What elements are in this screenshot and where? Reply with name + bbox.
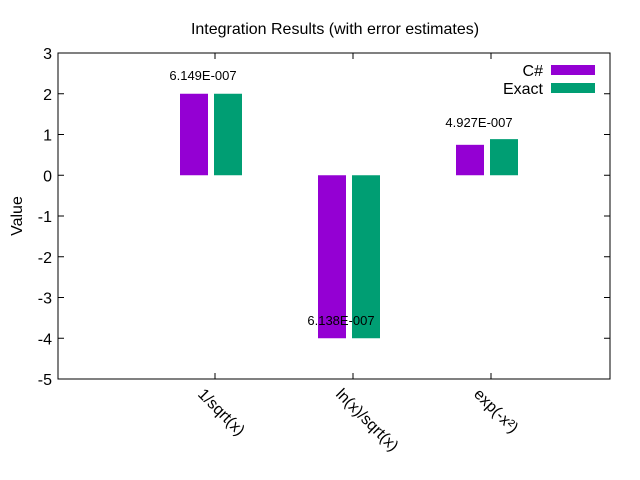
bar [490, 139, 518, 176]
data-label: 6.149E-007 [169, 68, 236, 83]
y-tick-label: -4 [38, 331, 52, 348]
y-tick-label: -5 [38, 372, 52, 389]
y-tick-label: 0 [43, 168, 52, 185]
plot-border [57, 52, 611, 380]
bar [456, 144, 484, 176]
x-tick-label: 1/sqrt(x) [194, 386, 248, 440]
legend-swatch [551, 83, 595, 93]
y-tick-label: 1 [43, 128, 52, 145]
y-tick-label: 3 [43, 46, 52, 63]
bar [214, 93, 242, 176]
x-tick-label: exp(-x²) [470, 386, 521, 437]
y-tick-label: -2 [38, 250, 52, 267]
legend-swatch [551, 65, 595, 75]
bar [318, 175, 346, 339]
chart-title: Integration Results (with error estimate… [191, 21, 479, 38]
y-tick-label: -3 [38, 291, 52, 308]
y-axis-label: Value [9, 196, 26, 236]
legend-label: Exact [503, 81, 544, 98]
bar [352, 175, 380, 339]
data-label: 4.927E-007 [445, 115, 512, 130]
y-tick-label: -1 [38, 209, 52, 226]
data-label: 6.138E-007 [307, 313, 374, 328]
x-tick-label: ln(x)/sqrt(x) [332, 386, 401, 455]
legend-label: C# [523, 63, 544, 80]
bar [180, 93, 208, 176]
y-tick-label: 2 [43, 87, 52, 104]
